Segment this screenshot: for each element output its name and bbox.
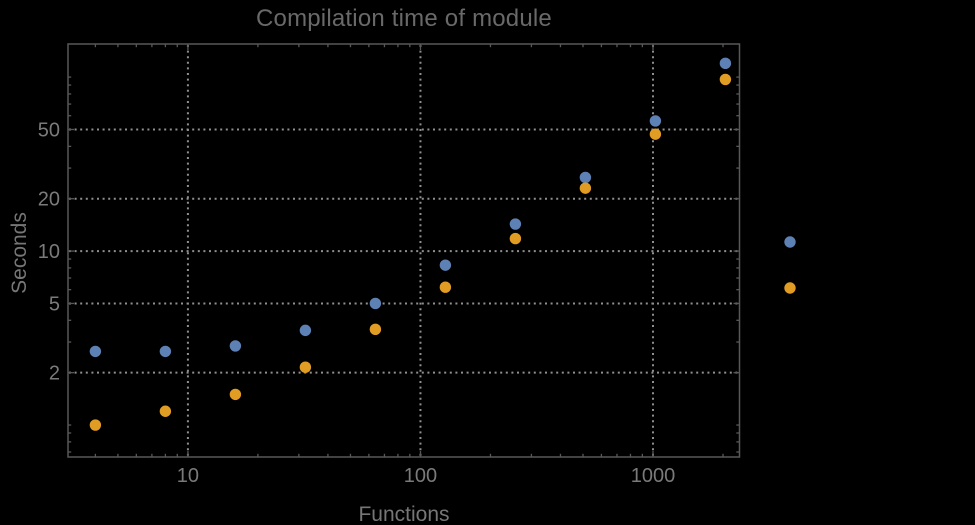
data-point-series-orange bbox=[719, 73, 732, 86]
data-point-series-blue bbox=[369, 297, 382, 310]
data-point-series-orange bbox=[299, 361, 312, 373]
data-point-series-orange bbox=[649, 128, 662, 140]
data-point-series-blue bbox=[719, 57, 732, 70]
data-point-series-orange bbox=[229, 388, 242, 401]
data-point-series-blue bbox=[579, 171, 592, 184]
legend-marker-series-blue bbox=[784, 236, 796, 248]
data-point-series-orange bbox=[509, 232, 522, 245]
y-tick-label: 2 bbox=[49, 363, 60, 385]
x-tick-label: 10 bbox=[177, 465, 199, 487]
x-tick-label: 100 bbox=[404, 465, 437, 487]
data-point-series-blue bbox=[509, 218, 522, 230]
data-point-series-blue bbox=[159, 345, 172, 358]
x-axis-label: Functions bbox=[358, 503, 450, 525]
plot-frame bbox=[67, 43, 741, 458]
data-point-series-orange bbox=[579, 182, 592, 194]
data-point-series-blue bbox=[229, 340, 242, 352]
data-point-series-orange bbox=[439, 281, 452, 293]
data-point-series-blue bbox=[439, 259, 452, 271]
y-tick-label: 50 bbox=[38, 119, 60, 141]
y-tick-label: 10 bbox=[38, 241, 60, 263]
y-tick-label: 5 bbox=[49, 293, 60, 315]
x-tick-label: 1000 bbox=[631, 465, 676, 487]
chart-title: Compilation time of module bbox=[255, 5, 552, 32]
data-point-series-blue bbox=[89, 345, 102, 358]
y-tick-label: 20 bbox=[38, 189, 60, 211]
data-point-series-orange bbox=[159, 405, 172, 417]
data-point-series-orange bbox=[369, 323, 382, 336]
data-point-series-orange bbox=[89, 419, 102, 431]
legend-marker-series-orange bbox=[784, 282, 796, 294]
y-axis-label: Seconds bbox=[8, 212, 31, 294]
data-point-series-blue bbox=[299, 324, 312, 337]
data-point-series-blue bbox=[649, 115, 662, 127]
